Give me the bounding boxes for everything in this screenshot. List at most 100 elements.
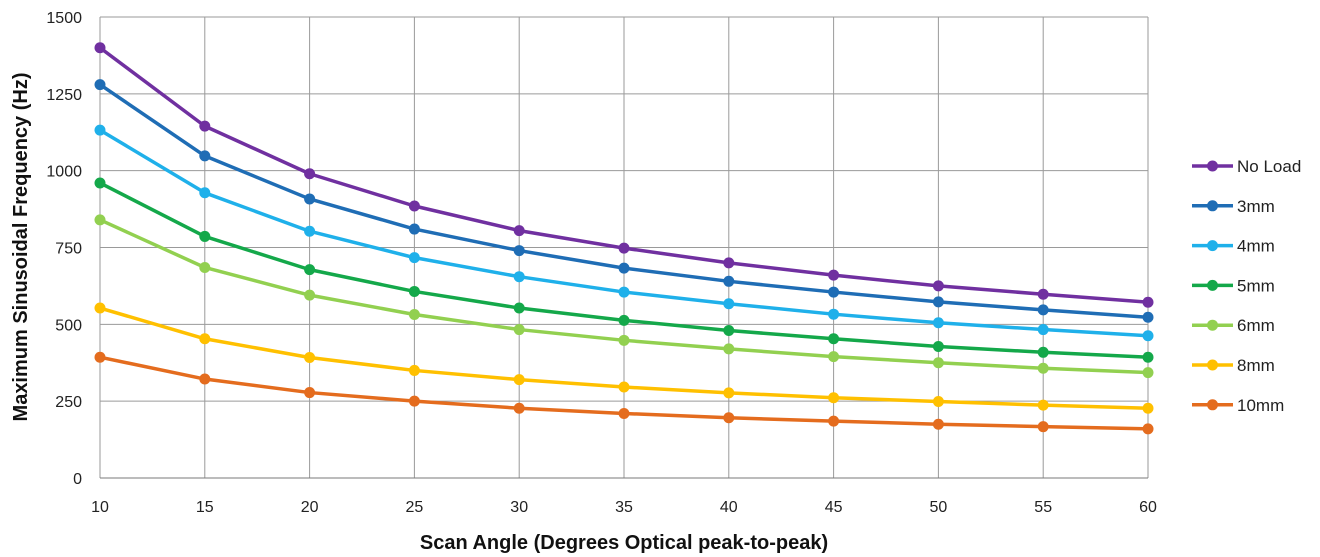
data-point — [1142, 367, 1154, 379]
legend-item: 5mm — [1192, 276, 1275, 295]
data-point — [1037, 304, 1049, 316]
series-3mm — [94, 79, 1154, 323]
data-point — [408, 223, 420, 235]
y-tick-label: 0 — [73, 471, 82, 488]
y-tick-label: 250 — [55, 394, 82, 411]
data-point — [513, 402, 525, 414]
data-point — [723, 412, 735, 424]
data-point — [513, 374, 525, 386]
legend-item: 8mm — [1192, 356, 1275, 375]
data-point — [1037, 324, 1049, 336]
data-point — [1037, 346, 1049, 358]
data-point — [199, 373, 211, 385]
data-point — [828, 269, 840, 281]
y-tick-label: 1000 — [46, 164, 82, 181]
data-point — [94, 351, 106, 363]
data-point — [199, 120, 211, 132]
x-tick-label: 20 — [301, 499, 319, 516]
data-point — [828, 308, 840, 320]
legend-label: 5mm — [1237, 276, 1275, 295]
legend-swatch-marker — [1207, 160, 1218, 172]
data-point — [199, 261, 211, 273]
x-tick-label: 15 — [196, 499, 214, 516]
data-point — [618, 286, 630, 298]
legend-swatch-marker — [1207, 399, 1218, 411]
data-point — [513, 271, 525, 283]
data-point — [199, 333, 211, 345]
data-point — [304, 387, 316, 399]
data-point — [723, 343, 735, 355]
data-point — [94, 42, 106, 54]
data-point — [1142, 351, 1154, 363]
legend-swatch-marker — [1207, 359, 1218, 371]
data-point — [94, 214, 106, 226]
x-axis-ticks: 10 15 20 25 30 35 40 45 50 55 60 — [91, 499, 1157, 516]
x-tick-label: 10 — [91, 499, 109, 516]
legend-label: No Load — [1237, 157, 1301, 176]
series-4mm — [94, 124, 1154, 342]
data-point — [408, 285, 420, 297]
data-point — [828, 286, 840, 298]
data-point — [828, 392, 840, 404]
data-point — [723, 324, 735, 336]
data-point — [828, 415, 840, 427]
data-point — [513, 302, 525, 314]
data-point — [94, 124, 106, 136]
data-point — [513, 324, 525, 336]
legend-item: 10mm — [1192, 396, 1284, 415]
data-point — [828, 351, 840, 363]
legend-swatch-marker — [1207, 319, 1218, 331]
data-point — [513, 225, 525, 237]
x-tick-label: 45 — [825, 499, 843, 516]
series-6mm — [94, 214, 1154, 379]
data-point — [932, 395, 944, 407]
data-point — [723, 257, 735, 269]
data-point — [618, 334, 630, 346]
data-point — [199, 150, 211, 162]
legend-item: No Load — [1192, 157, 1301, 176]
x-tick-label: 35 — [615, 499, 633, 516]
data-point — [304, 225, 316, 237]
data-point — [1037, 362, 1049, 374]
data-point — [723, 275, 735, 287]
legend-label: 6mm — [1237, 316, 1275, 335]
x-tick-label: 60 — [1139, 499, 1157, 516]
data-point — [1142, 296, 1154, 308]
x-axis-title: Scan Angle (Degrees Optical peak-to-peak… — [420, 532, 828, 554]
data-point — [1142, 402, 1154, 414]
y-tick-label: 1250 — [46, 87, 82, 104]
data-point — [932, 357, 944, 369]
data-point — [828, 333, 840, 345]
y-tick-label: 1500 — [46, 10, 82, 27]
data-point — [304, 352, 316, 364]
y-axis-ticks: 0 250 500 750 1000 1250 1500 — [46, 10, 82, 488]
data-point — [618, 381, 630, 393]
data-point — [94, 302, 106, 314]
series-8mm — [94, 302, 1154, 414]
x-tick-label: 25 — [406, 499, 424, 516]
data-point — [199, 230, 211, 242]
data-point — [408, 364, 420, 376]
legend-item: 4mm — [1192, 237, 1275, 256]
series-no-load — [94, 42, 1154, 308]
data-point — [304, 168, 316, 180]
x-tick-label: 50 — [930, 499, 948, 516]
data-point — [304, 289, 316, 301]
data-point — [932, 296, 944, 308]
y-tick-label: 750 — [55, 241, 82, 258]
data-point — [1142, 311, 1154, 323]
data-point — [304, 193, 316, 205]
legend-item: 6mm — [1192, 316, 1275, 335]
legend-label: 3mm — [1237, 197, 1275, 216]
data-point — [618, 242, 630, 254]
series-10mm — [94, 351, 1154, 435]
x-tick-label: 55 — [1034, 499, 1052, 516]
data-point — [932, 340, 944, 352]
legend-label: 4mm — [1237, 237, 1275, 256]
data-point — [723, 298, 735, 310]
data-point — [408, 252, 420, 264]
legend-swatch-marker — [1207, 279, 1218, 291]
data-point — [513, 245, 525, 257]
data-point — [618, 262, 630, 274]
